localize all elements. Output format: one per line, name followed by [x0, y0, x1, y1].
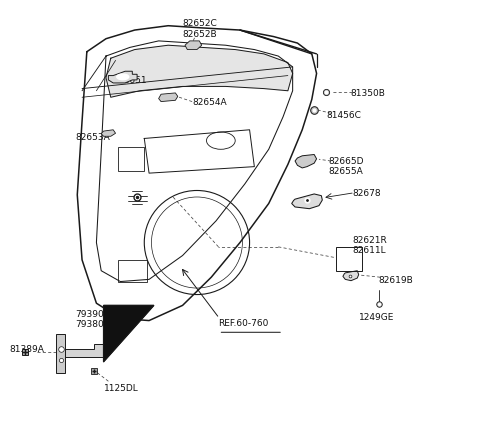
Text: 82651: 82651 [118, 76, 146, 85]
Text: 82654A: 82654A [192, 98, 227, 107]
Text: 1125DL: 1125DL [104, 383, 138, 392]
Text: REF.60-760: REF.60-760 [218, 319, 269, 328]
Text: 79390
79380A: 79390 79380A [75, 309, 110, 329]
Text: 81456C: 81456C [326, 111, 361, 120]
Text: 81389A: 81389A [9, 345, 44, 353]
Ellipse shape [117, 75, 129, 81]
Polygon shape [292, 194, 323, 209]
Text: 82619B: 82619B [379, 275, 414, 284]
Text: 82678: 82678 [352, 189, 381, 198]
Polygon shape [295, 155, 317, 168]
Bar [118, 260, 147, 282]
Bar [336, 247, 362, 271]
Text: 82665D
82655A: 82665D 82655A [328, 156, 364, 176]
Polygon shape [101, 131, 116, 137]
Text: 82653A: 82653A [75, 132, 109, 141]
Text: 82621R
82611L: 82621R 82611L [352, 235, 387, 255]
Text: 82652C
82652B: 82652C 82652B [182, 19, 216, 39]
Polygon shape [56, 334, 65, 373]
Polygon shape [104, 306, 154, 362]
Polygon shape [108, 72, 137, 84]
Polygon shape [185, 42, 202, 50]
Text: 1249GE: 1249GE [359, 312, 394, 321]
Polygon shape [343, 271, 359, 281]
Polygon shape [158, 94, 178, 102]
Polygon shape [106, 46, 293, 98]
Text: 81350B: 81350B [350, 89, 385, 98]
Polygon shape [56, 345, 104, 358]
Bar [118, 148, 144, 171]
